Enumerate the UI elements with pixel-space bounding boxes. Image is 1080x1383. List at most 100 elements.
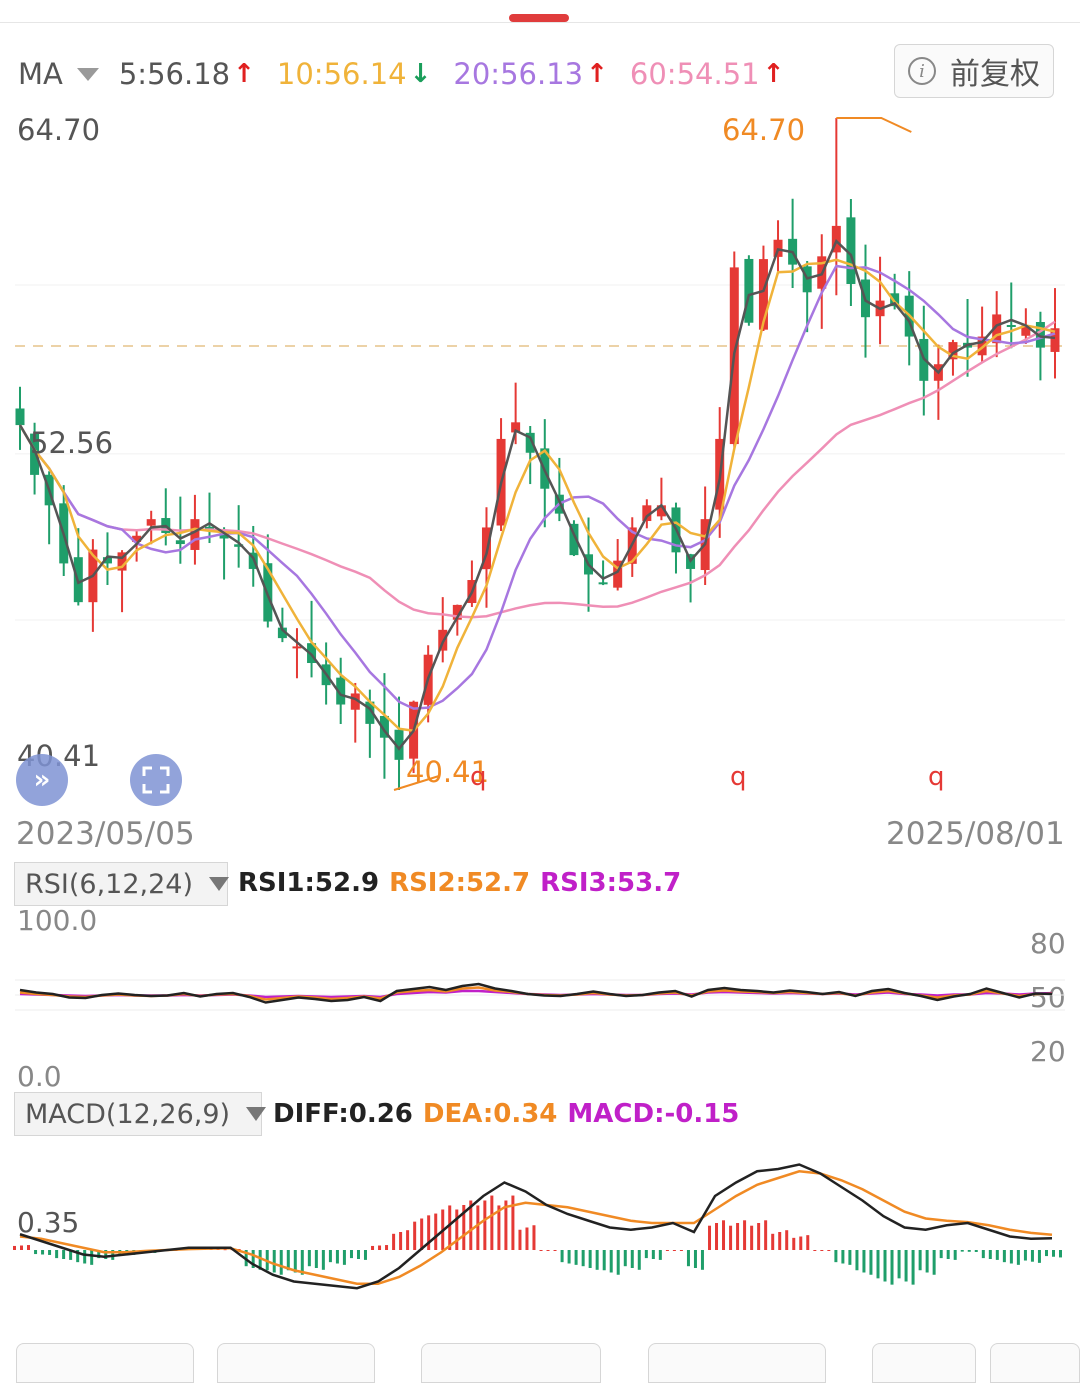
- high-pointer: [836, 117, 912, 133]
- event-marker[interactable]: q: [730, 762, 747, 792]
- macd-bar: [616, 1250, 620, 1275]
- macd-bar: [483, 1200, 487, 1250]
- macd-bar: [981, 1250, 985, 1259]
- macd-bar: [553, 1250, 557, 1251]
- macd-bar: [567, 1250, 571, 1264]
- macd-bar: [700, 1250, 704, 1270]
- candle-body: [30, 433, 40, 475]
- macd-bar: [41, 1250, 45, 1255]
- macd-bar: [834, 1250, 838, 1263]
- macd-bar: [48, 1250, 52, 1255]
- macd-bar: [925, 1250, 929, 1273]
- macd-bar: [686, 1250, 690, 1267]
- macd-bar: [623, 1250, 627, 1267]
- candle-body: [1006, 325, 1016, 328]
- macd-bar: [90, 1250, 94, 1265]
- macd-bar: [764, 1220, 768, 1250]
- low-pointer: [393, 775, 440, 791]
- rsi-level-80: 80: [1030, 927, 1066, 960]
- candle-body: [511, 422, 521, 433]
- kline-chart[interactable]: [0, 100, 1080, 820]
- ma-legend: MA 5:56.18 ↑ 10:56.14 ↓ 20:56.13 ↑ 60:54.51…: [18, 54, 806, 94]
- macd-bar: [939, 1250, 943, 1259]
- bottom-tab[interactable]: [421, 1343, 601, 1383]
- macd-dropdown-icon: [246, 1107, 267, 1121]
- bottom-tab[interactable]: [16, 1343, 194, 1383]
- candle-body: [394, 729, 404, 760]
- bottom-tab[interactable]: [872, 1343, 976, 1383]
- macd-bar: [736, 1223, 740, 1250]
- macd-bar: [62, 1250, 66, 1259]
- candle-body: [234, 544, 244, 547]
- bottom-tab[interactable]: [217, 1343, 375, 1383]
- macd-bar: [1009, 1250, 1013, 1264]
- macd-bar: [806, 1235, 810, 1250]
- macd-bar: [546, 1250, 550, 1251]
- candle-body: [350, 693, 360, 710]
- macd-bar: [609, 1250, 613, 1273]
- macd-bar: [76, 1250, 80, 1263]
- macd-bar: [785, 1230, 789, 1250]
- candle-body: [656, 505, 666, 517]
- ma10-line: [18, 258, 1056, 733]
- price-axis-mid: 52.56: [30, 426, 114, 460]
- macd-bar: [1059, 1250, 1062, 1258]
- rsi-selector-label: RSI(6,12,24): [25, 868, 193, 900]
- candle-body: [102, 557, 112, 564]
- macd-bar: [946, 1250, 950, 1259]
- diff-value: DIFF:0.26: [273, 1099, 413, 1129]
- macd-bar: [427, 1215, 431, 1250]
- macd-values: DIFF:0.26 DEA:0.34 MACD:-0.15: [273, 1099, 749, 1129]
- macd-bar: [672, 1250, 676, 1251]
- macd-bar: [988, 1250, 992, 1259]
- macd-bar: [525, 1227, 529, 1250]
- macd-bar: [974, 1250, 978, 1252]
- macd-bar: [813, 1250, 817, 1251]
- macd-bar: [693, 1250, 697, 1268]
- candle-body: [1050, 328, 1060, 352]
- ma5-value: 5:56.18 ↑: [118, 57, 255, 91]
- adjust-price-label: 前复权: [950, 57, 1040, 92]
- macd-bar: [328, 1250, 332, 1263]
- macd-bar: [729, 1225, 733, 1250]
- macd-bar: [560, 1250, 564, 1263]
- macd-bar: [335, 1250, 339, 1264]
- drag-handle[interactable]: [509, 14, 569, 22]
- candle-body: [598, 582, 608, 585]
- macd-bar: [356, 1250, 360, 1259]
- macd-bar: [883, 1250, 887, 1282]
- macd-bar: [223, 1249, 227, 1251]
- macd-bar: [504, 1200, 508, 1250]
- rsi-selector[interactable]: RSI(6,12,24): [14, 862, 229, 906]
- adjust-price-button[interactable]: i 前复权: [894, 44, 1054, 98]
- candle-body: [1021, 325, 1031, 336]
- candle-body: [569, 523, 579, 556]
- macd-bar: [651, 1250, 655, 1259]
- bottom-tab[interactable]: [648, 1343, 826, 1383]
- macd-bar: [300, 1250, 304, 1275]
- macd-bar: [378, 1245, 382, 1250]
- rsi-dropdown-icon: [209, 877, 229, 891]
- macd-bar: [455, 1209, 459, 1250]
- ma-dropdown-icon[interactable]: [76, 67, 99, 81]
- double-chevron-icon: »: [33, 765, 51, 795]
- macd-bar: [757, 1223, 761, 1250]
- macd-bar: [588, 1250, 592, 1268]
- bottom-tab[interactable]: [990, 1343, 1080, 1383]
- macd-bar: [448, 1205, 452, 1250]
- rsi-chart[interactable]: [0, 935, 1080, 1055]
- macd-selector[interactable]: MACD(12,26,9): [14, 1092, 267, 1136]
- candle-body: [992, 314, 1002, 344]
- expand-left-button[interactable]: »: [16, 754, 68, 806]
- candle-body: [146, 519, 156, 526]
- event-marker[interactable]: q: [928, 762, 945, 792]
- info-icon: i: [908, 57, 936, 85]
- macd-bar: [602, 1250, 606, 1271]
- macd-bar: [750, 1225, 754, 1250]
- event-marker[interactable]: q: [470, 762, 487, 792]
- macd-bar: [293, 1250, 297, 1273]
- macd-bar: [469, 1200, 473, 1250]
- fullscreen-button[interactable]: [130, 754, 182, 806]
- macd-bar: [104, 1250, 108, 1259]
- macd-chart[interactable]: [0, 1130, 1080, 1330]
